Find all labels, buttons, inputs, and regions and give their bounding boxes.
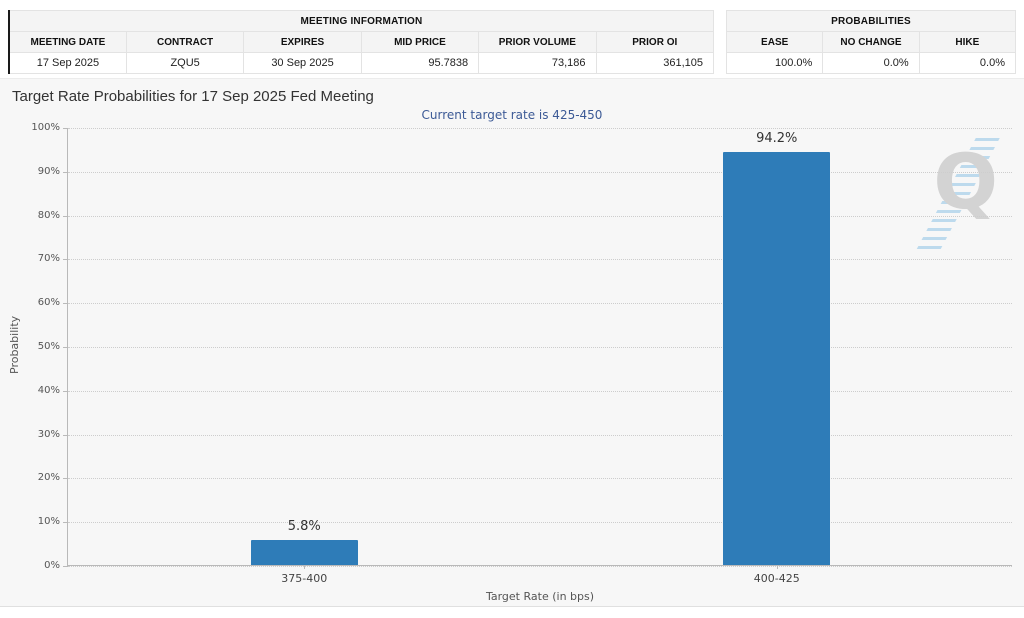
prior-volume-value: 73,186 [478, 52, 597, 74]
meeting-date-value: 17 Sep 2025 [8, 52, 127, 74]
gridline-40 [68, 390, 1012, 392]
y-tick-label: 30% [37, 428, 60, 440]
quikstrike-watermark: Q [916, 136, 1004, 254]
bar-value-label: 5.8% [287, 518, 321, 534]
prior-volume-column-header: PRIOR VOLUME [478, 31, 597, 53]
gridline-70 [68, 259, 1012, 261]
y-tick-label: 100% [31, 122, 60, 133]
no-change-column-header: NO CHANGE [822, 31, 920, 53]
gridline-50 [68, 347, 1012, 348]
y-tick-label: 70% [37, 253, 60, 265]
fedwatch-chart: Target Rate Probabilities for 17 Sep 202… [0, 78, 1024, 607]
y-tick-mark [63, 478, 68, 480]
y-tick-label: 90% [37, 165, 60, 177]
probabilities-title: PROBABILITIES [726, 10, 1016, 32]
gridline-60 [68, 303, 1012, 305]
gridline-10 [68, 522, 1012, 524]
probabilities-table: PROBABILITIES EASE NO CHANGE HIKE 100.0% 0.… [725, 10, 1017, 74]
y-tick-mark [63, 566, 68, 567]
hike-value: 0.0% [918, 52, 1017, 74]
bar-375-400[interactable] [250, 539, 358, 565]
meeting-information-title: MEETING INFORMATION [8, 10, 714, 32]
y-tick-label: 10% [37, 516, 60, 528]
gridline-0 [68, 566, 1012, 567]
mid-price-value: 95.7838 [360, 52, 480, 74]
y-tick-mark [63, 215, 68, 217]
y-tick-label: 50% [37, 341, 60, 352]
chart-title: Target Rate Probabilities for 17 Sep 202… [12, 87, 374, 105]
plot-area: Q Target Rate (in bps) 0% 10% 20% 30% 40% 50%… [31, 123, 1012, 603]
chart-subtitle: Current target rate is 425-450 [421, 108, 603, 122]
watermark-q-icon: Q [933, 137, 998, 226]
prior-oi-column-header: PRIOR OI [595, 31, 715, 53]
mid-price-column-header: MID PRICE [360, 31, 480, 53]
y-tick-mark [63, 171, 68, 173]
y-tick-mark [63, 259, 68, 261]
y-tick-label: 20% [37, 472, 60, 484]
meeting-date-column-header: MEETING DATE [8, 31, 127, 53]
no-change-value: 0.0% [822, 52, 920, 74]
summary-tables: MEETING INFORMATION MEETING DATE CONTRACT… [0, 0, 1024, 74]
probabilities-data-row: 100.0% 0.0% 0.0% [725, 52, 1017, 74]
gridline-100 [68, 128, 1012, 129]
chart-header: Target Rate Probabilities for 17 Sep 202… [12, 85, 1012, 107]
hamburger-menu-icon[interactable] [990, 94, 1012, 98]
y-tick-mark [63, 434, 68, 436]
gridline-30 [68, 434, 1012, 436]
x-tick-mark [776, 565, 778, 569]
x-axis-title: Target Rate (in bps) [485, 590, 595, 603]
meeting-information-header-row: MEETING DATE CONTRACT EXPIRES MID PRICE PRIO… [8, 31, 715, 53]
contract-value: ZQU5 [125, 52, 245, 74]
y-tick-mark [63, 390, 68, 392]
y-tick-label: 0% [44, 560, 60, 571]
gridline-80 [68, 215, 1012, 217]
y-tick-label: 40% [37, 384, 60, 396]
probabilities-header-row: EASE NO CHANGE HIKE [725, 31, 1017, 53]
bar-value-label: 94.2% [756, 131, 798, 147]
bar-400-425[interactable] [723, 152, 831, 565]
y-tick-mark [63, 303, 68, 305]
expires-value: 30 Sep 2025 [243, 52, 362, 74]
expires-column-header: EXPIRES [243, 31, 362, 53]
meeting-information-table: MEETING INFORMATION MEETING DATE CONTRACT… [8, 10, 715, 74]
hike-column-header: HIKE [918, 31, 1017, 53]
x-tick-label: 375-400 [281, 572, 328, 585]
y-tick-mark [63, 522, 68, 524]
prior-oi-value: 361,105 [595, 52, 715, 74]
y-tick-label: 60% [37, 297, 60, 309]
x-tick-label: 400-425 [753, 572, 800, 585]
meeting-information-data-row: 17 Sep 2025 ZQU5 30 Sep 2025 95.7838 73,186 3… [8, 52, 715, 74]
ease-value: 100.0% [725, 52, 824, 74]
x-tick-mark [304, 565, 306, 569]
gridline-20 [68, 478, 1012, 480]
y-tick-mark [63, 347, 68, 348]
ease-column-header: EASE [725, 31, 824, 53]
y-tick-label: 80% [37, 209, 60, 221]
watermark-stripes-icon [916, 138, 1000, 250]
gridline-90 [68, 171, 1012, 173]
contract-column-header: CONTRACT [125, 31, 245, 53]
y-tick-mark [63, 128, 68, 129]
